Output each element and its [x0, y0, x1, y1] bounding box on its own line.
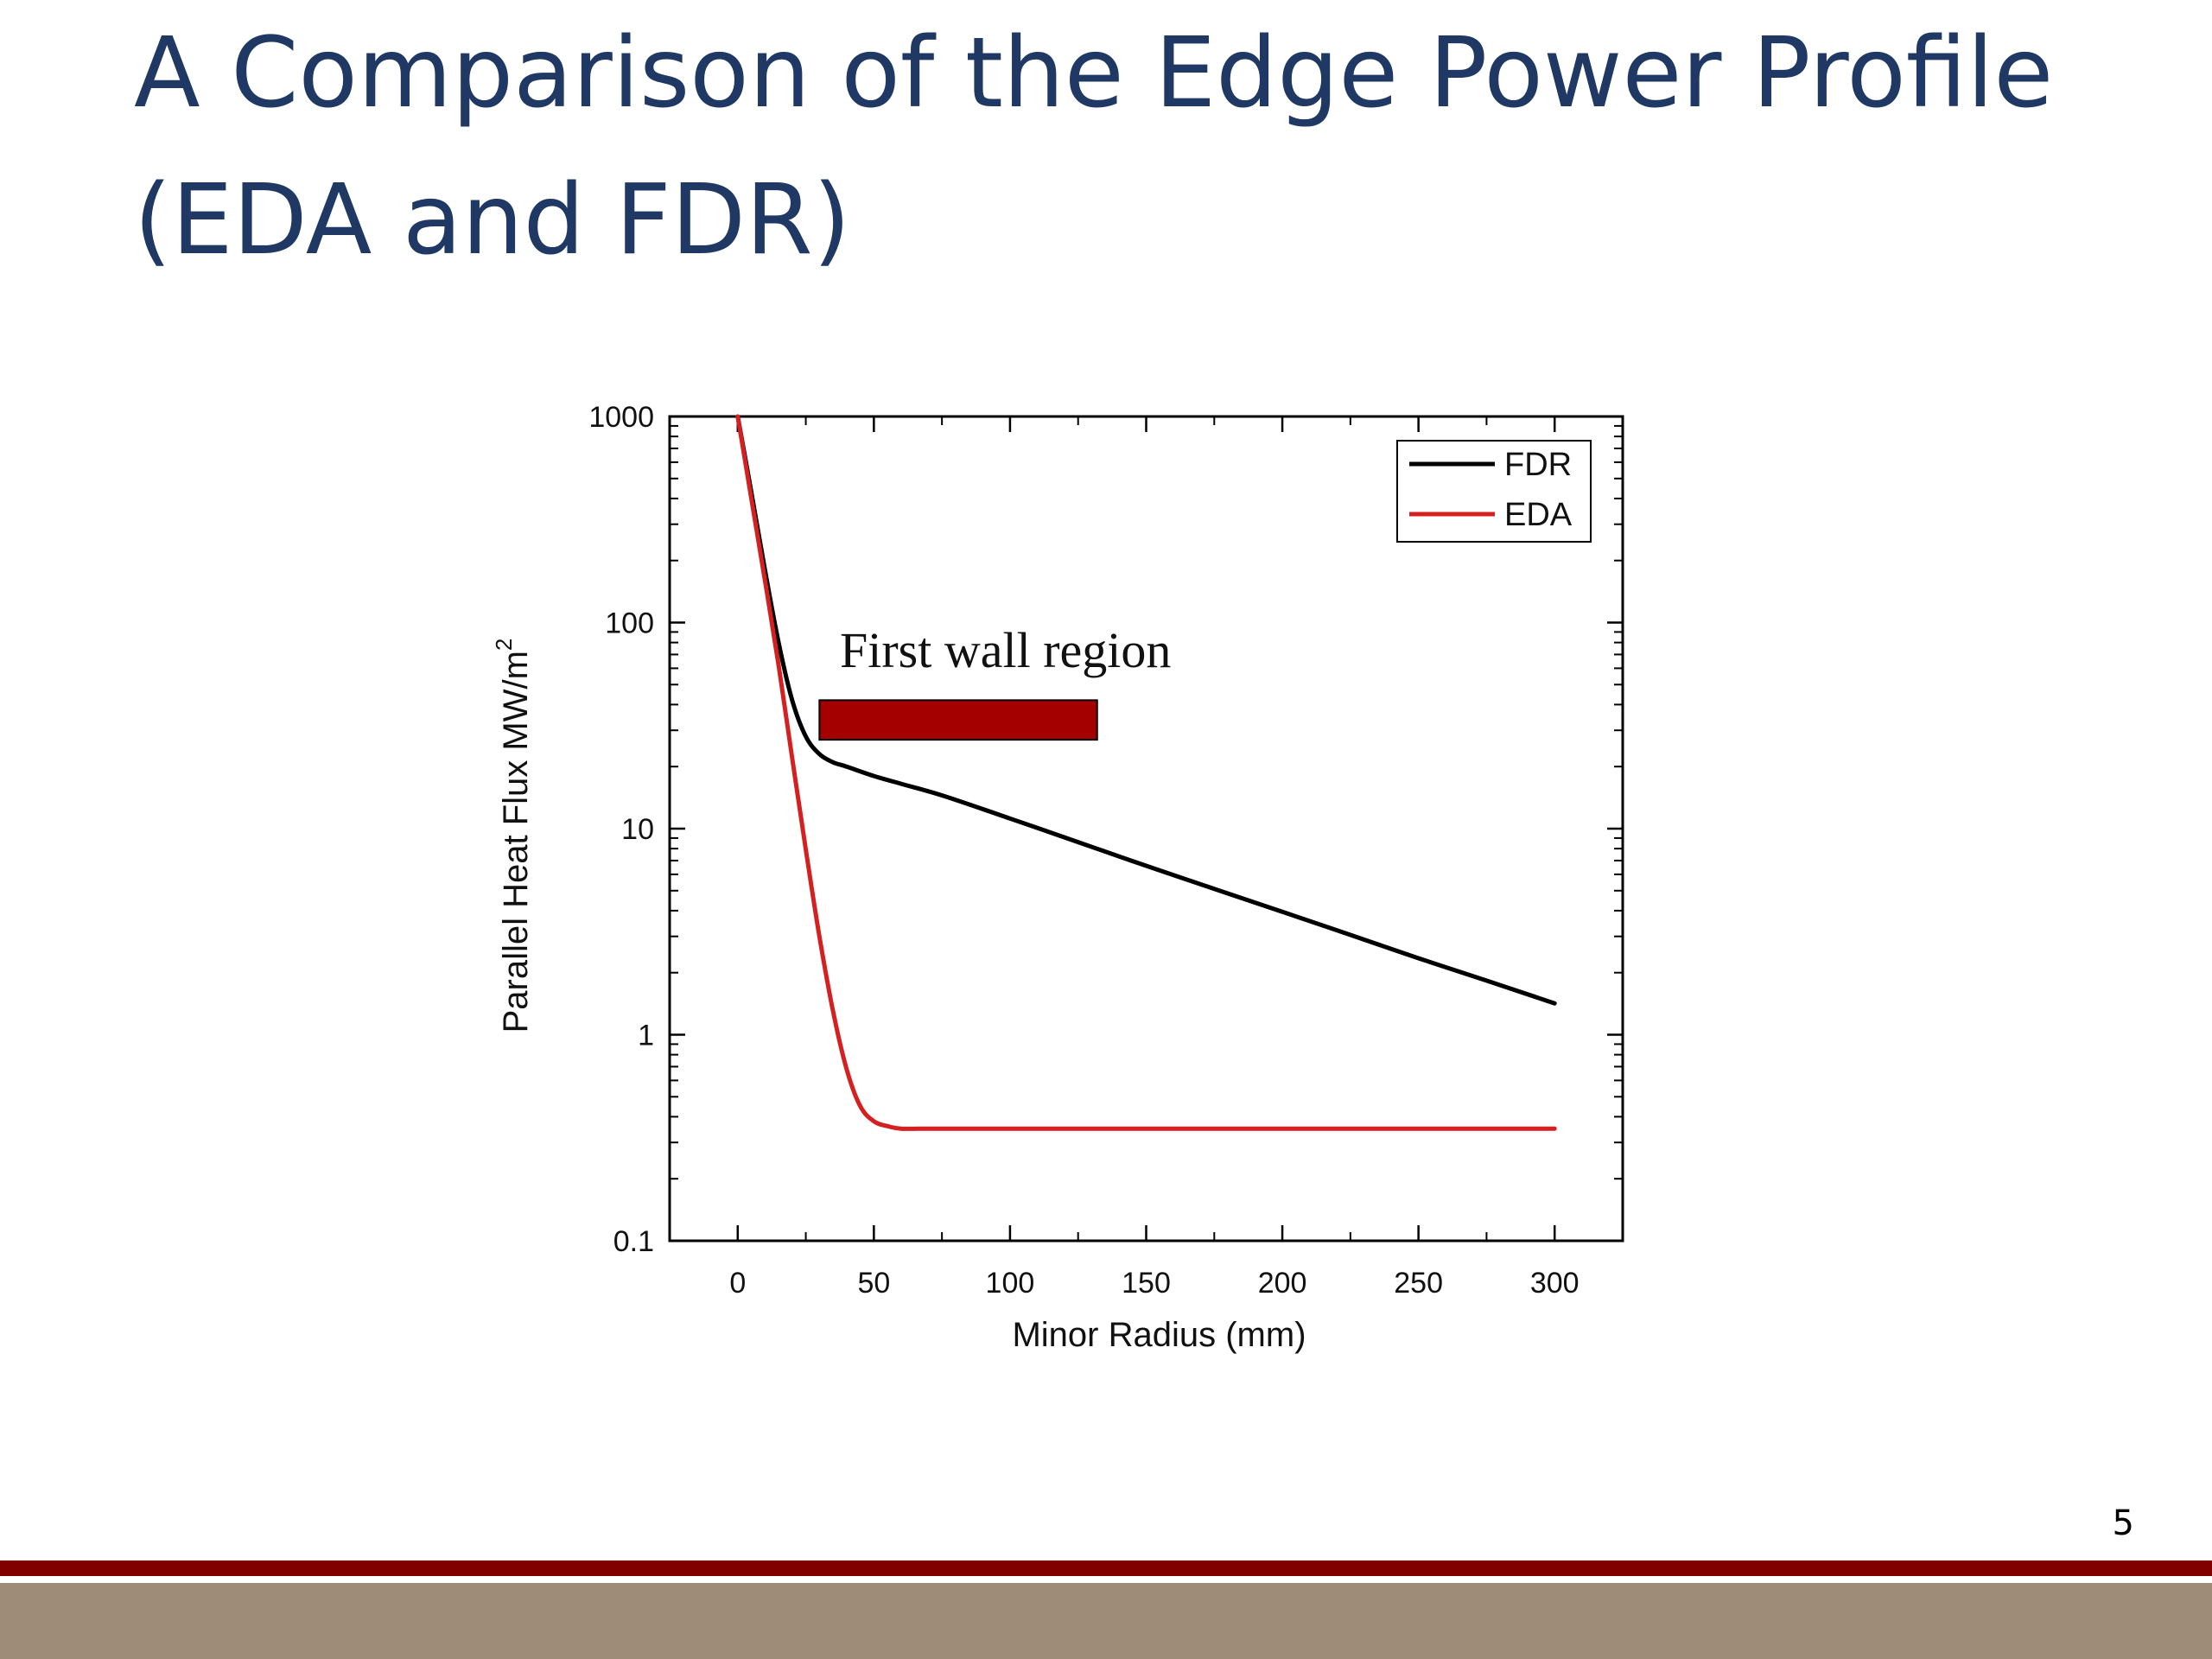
x-tick-label: 150	[1122, 1267, 1171, 1300]
x-axis-label: Minor Radius (mm)	[1012, 1316, 1306, 1354]
footer-maroon-band	[0, 1560, 2212, 1576]
heat-flux-chart: 0 50 100 150 200 250 300 0.1 1 10 100 1000 Minor Rad…	[491, 401, 1624, 1354]
y-tick-label: 0.1	[613, 1225, 654, 1258]
first-wall-region-bar	[818, 699, 1098, 741]
legend-box	[1396, 440, 1592, 543]
y-axis-label: Parallel Heat Flux MW/m2	[491, 639, 535, 1033]
y-tick-label: 1000	[588, 401, 654, 434]
slide-title: A Comparison of the Edge Power Profile (…	[134, 17, 2054, 276]
series-line-eda	[735, 414, 1557, 1131]
y-axis-label-superscript: 2	[491, 639, 517, 651]
plot-layer: 0 50 100 150 200 250 300 0.1 1 10 100 1000 Minor Rad…	[491, 401, 1624, 1354]
slide-number: 5	[2112, 1503, 2134, 1543]
x-tick-label: 0	[729, 1267, 746, 1300]
x-tick-label: 200	[1258, 1267, 1307, 1300]
first-wall-region-label: First wall region	[840, 622, 1171, 678]
x-tick-label: 250	[1394, 1267, 1443, 1300]
footer-tan-band	[0, 1583, 2212, 1659]
y-tick-label: 100	[605, 607, 654, 640]
legend-label-fdr: FDR	[1504, 447, 1572, 483]
y-tick-label: 1	[638, 1020, 654, 1052]
series-line-fdr	[735, 414, 1557, 1006]
y-tick-label: 10	[621, 813, 654, 846]
x-tick-label: 300	[1530, 1267, 1580, 1300]
legend-label-eda: EDA	[1504, 497, 1573, 533]
x-tick-label: 50	[857, 1267, 890, 1300]
x-tick-label: 100	[986, 1267, 1035, 1300]
